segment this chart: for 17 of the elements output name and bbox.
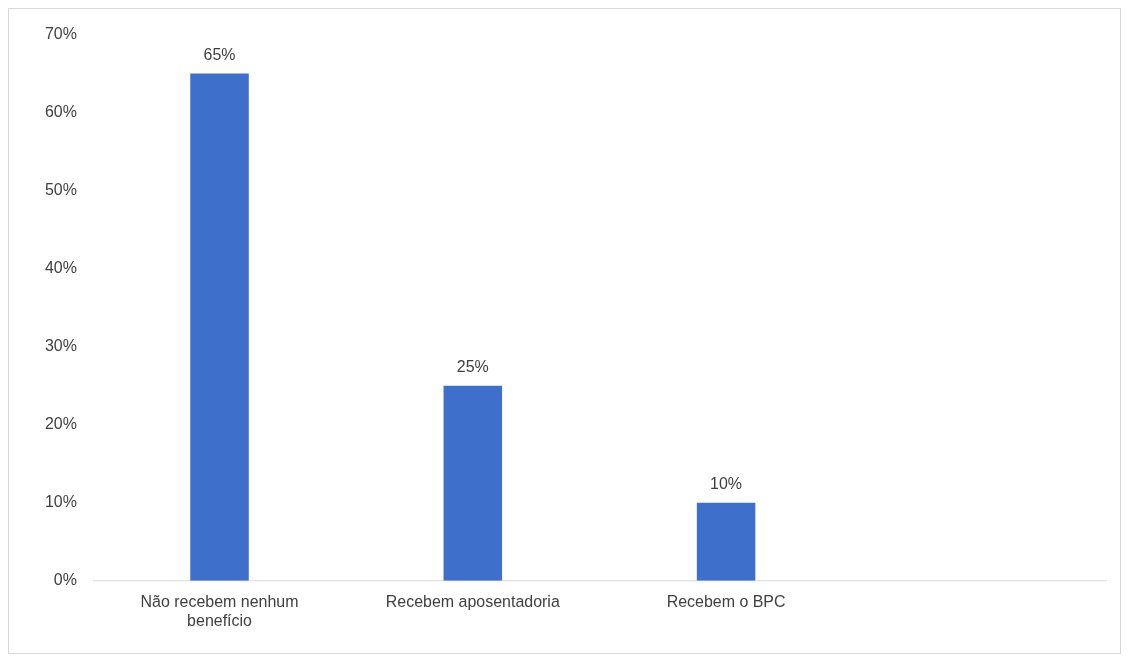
- y-tick-label: 40%: [44, 259, 77, 277]
- y-tick-label: 20%: [44, 415, 77, 433]
- data-label: 25%: [456, 358, 489, 376]
- bar: [696, 502, 756, 581]
- data-label: 10%: [710, 475, 743, 493]
- x-tick-label: Recebem o BPC: [666, 592, 786, 610]
- y-tick-label: 10%: [44, 493, 77, 511]
- y-tick-label: 0%: [53, 571, 77, 589]
- x-tick-label: Recebem aposentadoria: [385, 592, 560, 610]
- bar: [443, 385, 503, 581]
- bar: [190, 73, 249, 581]
- y-tick-label: 70%: [44, 24, 77, 42]
- y-tick-label: 50%: [44, 181, 77, 198]
- x-tick-label: Não recebem nenhum benefício: [140, 592, 299, 629]
- y-tick-label: 30%: [44, 337, 77, 355]
- y-tick-label: 60%: [44, 102, 77, 120]
- data-label: 65%: [203, 46, 236, 63]
